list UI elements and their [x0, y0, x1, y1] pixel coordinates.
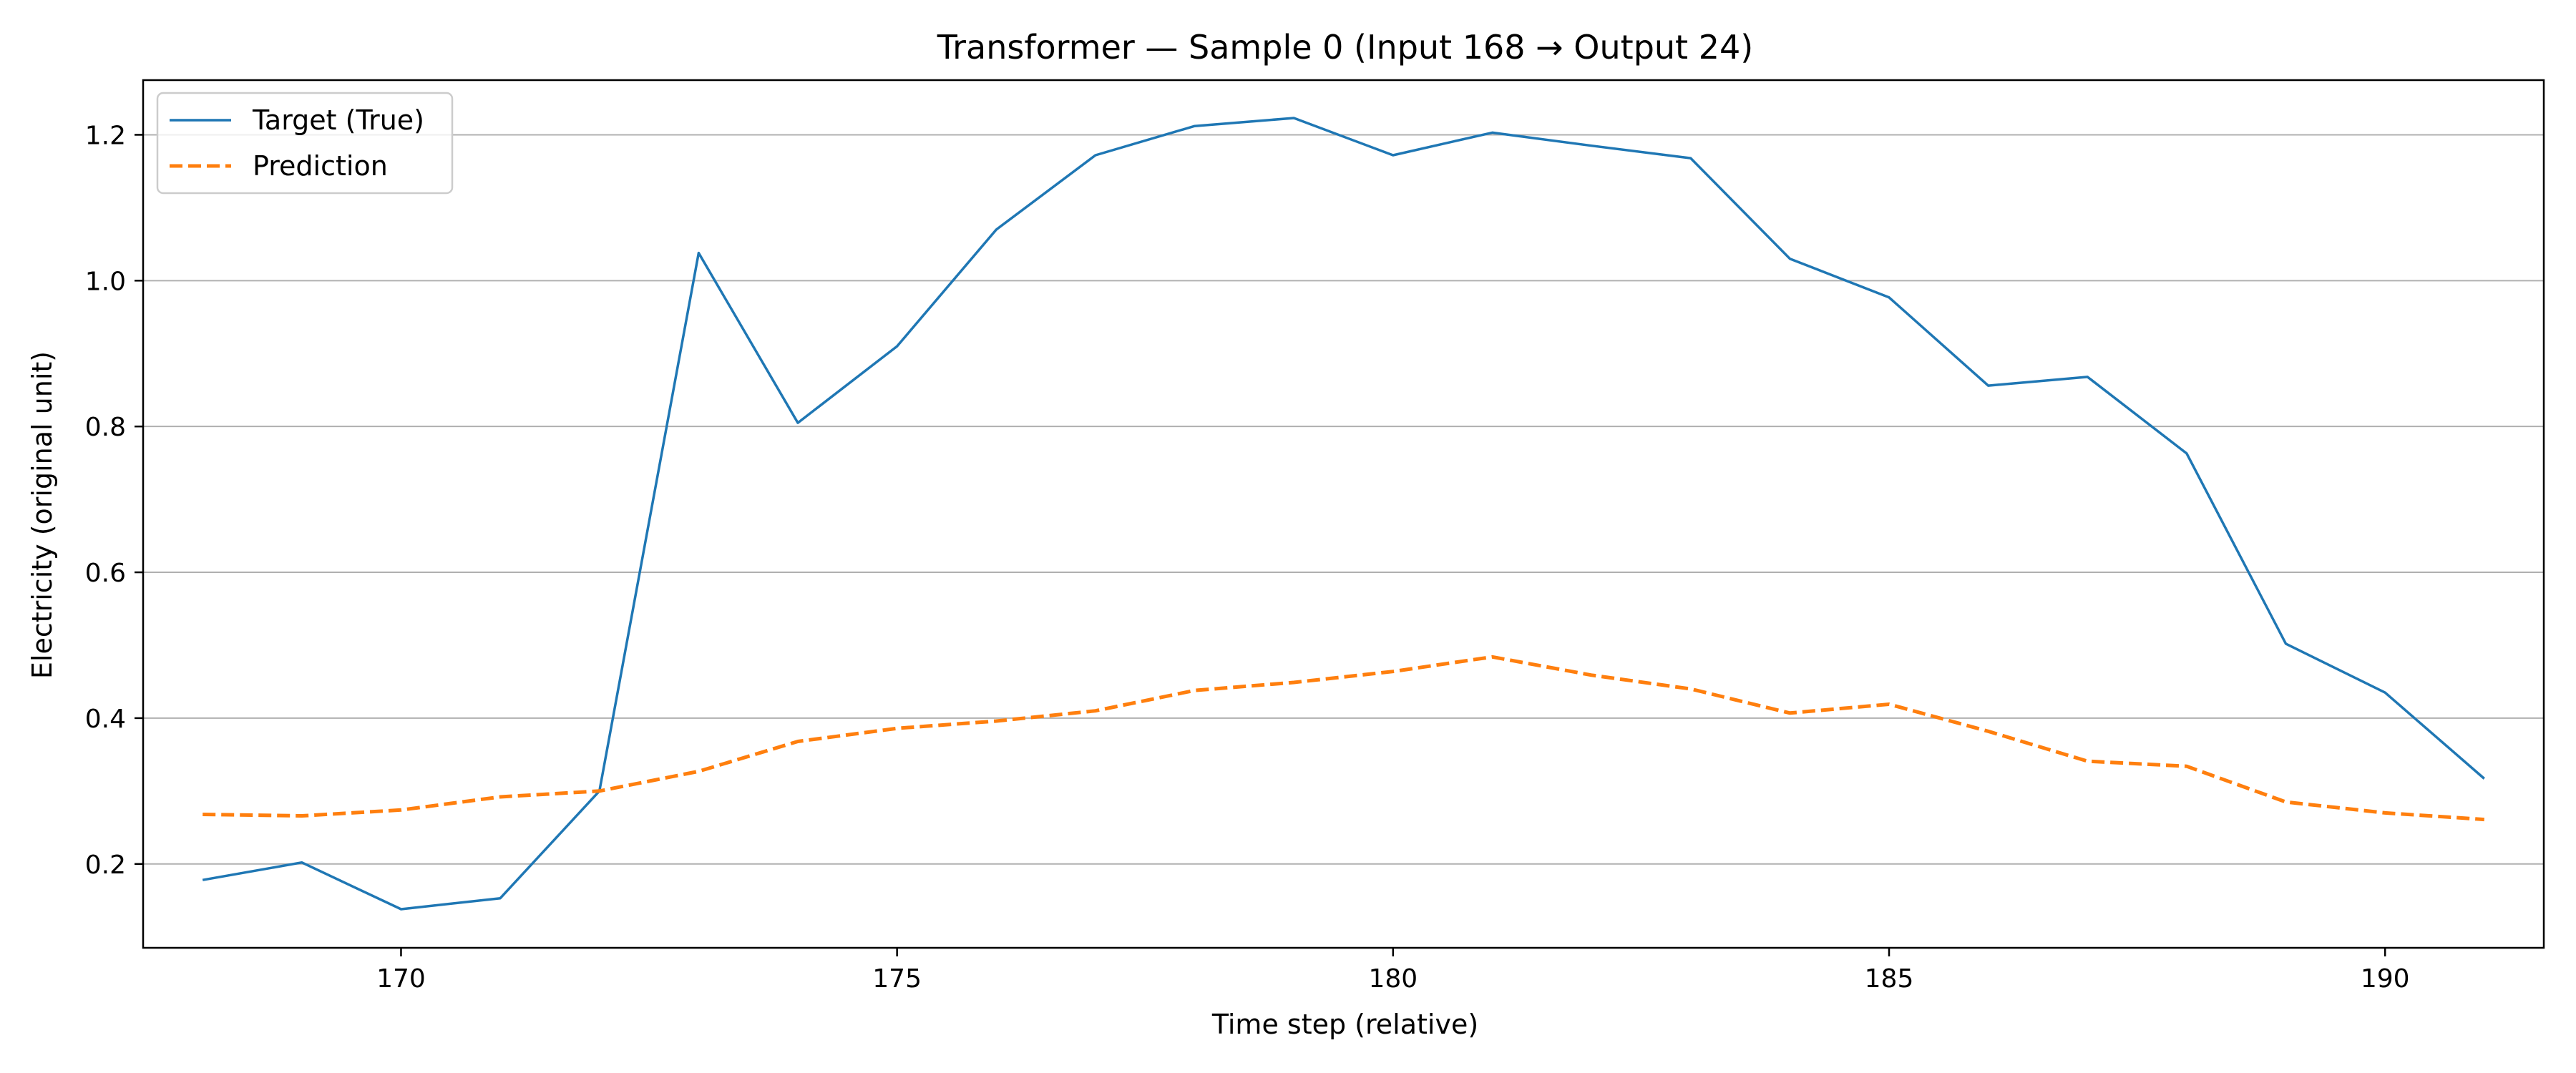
x-tick-label: 170 [376, 964, 426, 994]
y-tick-label: 0.8 [85, 413, 126, 442]
x-tick-label: 185 [1865, 964, 1914, 994]
series-line-target [202, 117, 2485, 911]
legend-label-target: Target (True) [252, 104, 424, 136]
x-tick-label: 175 [872, 964, 922, 994]
legend-label-prediction: Prediction [253, 150, 388, 182]
plot-frame [142, 79, 2545, 949]
series-line-prediction [203, 655, 2484, 822]
y-tick-label: 1.2 [85, 121, 126, 150]
y-axis-ticks: 0.2 0.4 0.6 0.8 1.0 1.2 [85, 121, 143, 880]
y-tick-label: 0.6 [85, 559, 126, 588]
x-tick-label: 180 [1368, 964, 1418, 994]
y-tick-label: 0.4 [85, 705, 126, 734]
x-tick-label: 190 [2361, 964, 2410, 994]
grid-lines [143, 134, 2544, 865]
chart-title: Transformer — Sample 0 (Input 168 → Outp… [937, 28, 1753, 67]
series-lines [202, 117, 2485, 911]
x-axis-label: Time step (relative) [1211, 1009, 1478, 1040]
y-tick-label: 1.0 [85, 267, 126, 296]
y-axis-label: Electricity (original unit) [26, 351, 58, 679]
y-tick-label: 0.2 [85, 851, 126, 880]
legend: Target (True) Prediction [156, 92, 454, 195]
legend-box [156, 92, 454, 195]
x-axis-ticks: 170 175 180 185 190 [376, 948, 2410, 994]
